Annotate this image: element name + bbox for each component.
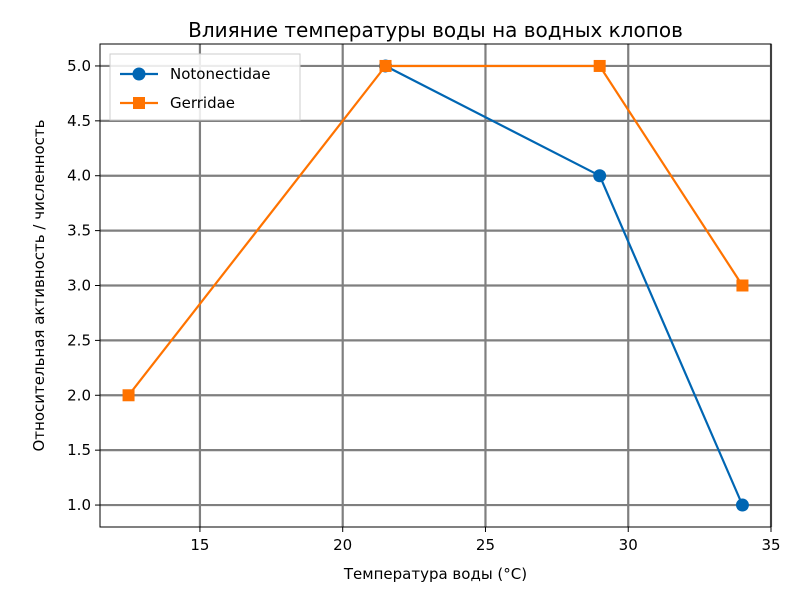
y-tick-label: 3.0 [67,277,91,295]
legend: Notonectidae Gerridae [109,53,301,121]
y-tick-label: 1.5 [67,441,91,459]
x-tick-label: 35 [761,536,780,554]
legend-item: Notonectidae [120,65,270,83]
legend-item: Gerridae [120,94,235,112]
y-axis-label: Относительная активность / численность [30,120,48,452]
series-lines [122,59,749,512]
x-tick-label: 20 [333,536,352,554]
y-tick-label: 4.0 [67,167,91,185]
y-tick-label: 4.5 [67,112,91,130]
data-point [735,498,749,512]
series-line-gerridae [127,64,744,396]
y-tick-label: 3.5 [67,222,91,240]
x-tick-label: 30 [619,536,638,554]
legend-marker [132,67,146,81]
legend-marker [133,97,145,109]
axis-ticks: 15 20 25 30 35 1.0 1.5 2.0 2.5 3.0 3.5 4.0 4.5 5.0 [67,57,780,554]
data-point [379,59,392,72]
x-tick-label: 25 [476,536,495,554]
y-tick-label: 5.0 [67,57,91,75]
y-tick-label: 2.5 [67,331,91,349]
series-gerridae [122,59,749,402]
x-tick-label: 15 [190,536,209,554]
data-point [593,59,606,72]
data-point [593,169,607,183]
data-point [736,279,749,292]
chart-title: Влияние температуры воды на водных клопо… [188,18,683,42]
data-point [122,389,135,402]
y-tick-label: 2.0 [67,386,91,404]
legend-label: Gerridae [170,94,235,112]
y-tick-label: 1.0 [67,496,91,514]
x-axis-label: Температура воды (°C) [343,565,527,583]
legend-label: Notonectidae [170,65,270,83]
